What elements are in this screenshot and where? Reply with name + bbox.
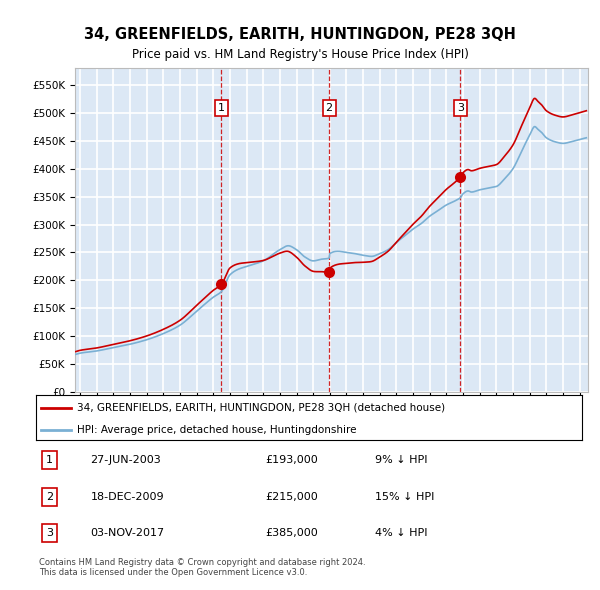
Text: 03-NOV-2017: 03-NOV-2017 bbox=[91, 529, 165, 538]
Text: £193,000: £193,000 bbox=[265, 455, 318, 465]
Text: 2: 2 bbox=[326, 103, 333, 113]
Text: 9% ↓ HPI: 9% ↓ HPI bbox=[374, 455, 427, 465]
Text: HPI: Average price, detached house, Huntingdonshire: HPI: Average price, detached house, Hunt… bbox=[77, 425, 356, 435]
Text: Price paid vs. HM Land Registry's House Price Index (HPI): Price paid vs. HM Land Registry's House … bbox=[131, 48, 469, 61]
Text: £215,000: £215,000 bbox=[265, 492, 318, 502]
Text: 3: 3 bbox=[46, 529, 53, 538]
Text: 1: 1 bbox=[218, 103, 225, 113]
Text: 4% ↓ HPI: 4% ↓ HPI bbox=[374, 529, 427, 538]
Text: 18-DEC-2009: 18-DEC-2009 bbox=[91, 492, 164, 502]
Text: 27-JUN-2003: 27-JUN-2003 bbox=[91, 455, 161, 465]
Text: 34, GREENFIELDS, EARITH, HUNTINGDON, PE28 3QH: 34, GREENFIELDS, EARITH, HUNTINGDON, PE2… bbox=[84, 27, 516, 41]
Text: 34, GREENFIELDS, EARITH, HUNTINGDON, PE28 3QH (detached house): 34, GREENFIELDS, EARITH, HUNTINGDON, PE2… bbox=[77, 403, 445, 412]
Text: Contains HM Land Registry data © Crown copyright and database right 2024.
This d: Contains HM Land Registry data © Crown c… bbox=[39, 558, 365, 577]
Text: 1: 1 bbox=[46, 455, 53, 465]
Text: £385,000: £385,000 bbox=[265, 529, 318, 538]
Text: 15% ↓ HPI: 15% ↓ HPI bbox=[374, 492, 434, 502]
Text: 3: 3 bbox=[457, 103, 464, 113]
Text: 2: 2 bbox=[46, 492, 53, 502]
